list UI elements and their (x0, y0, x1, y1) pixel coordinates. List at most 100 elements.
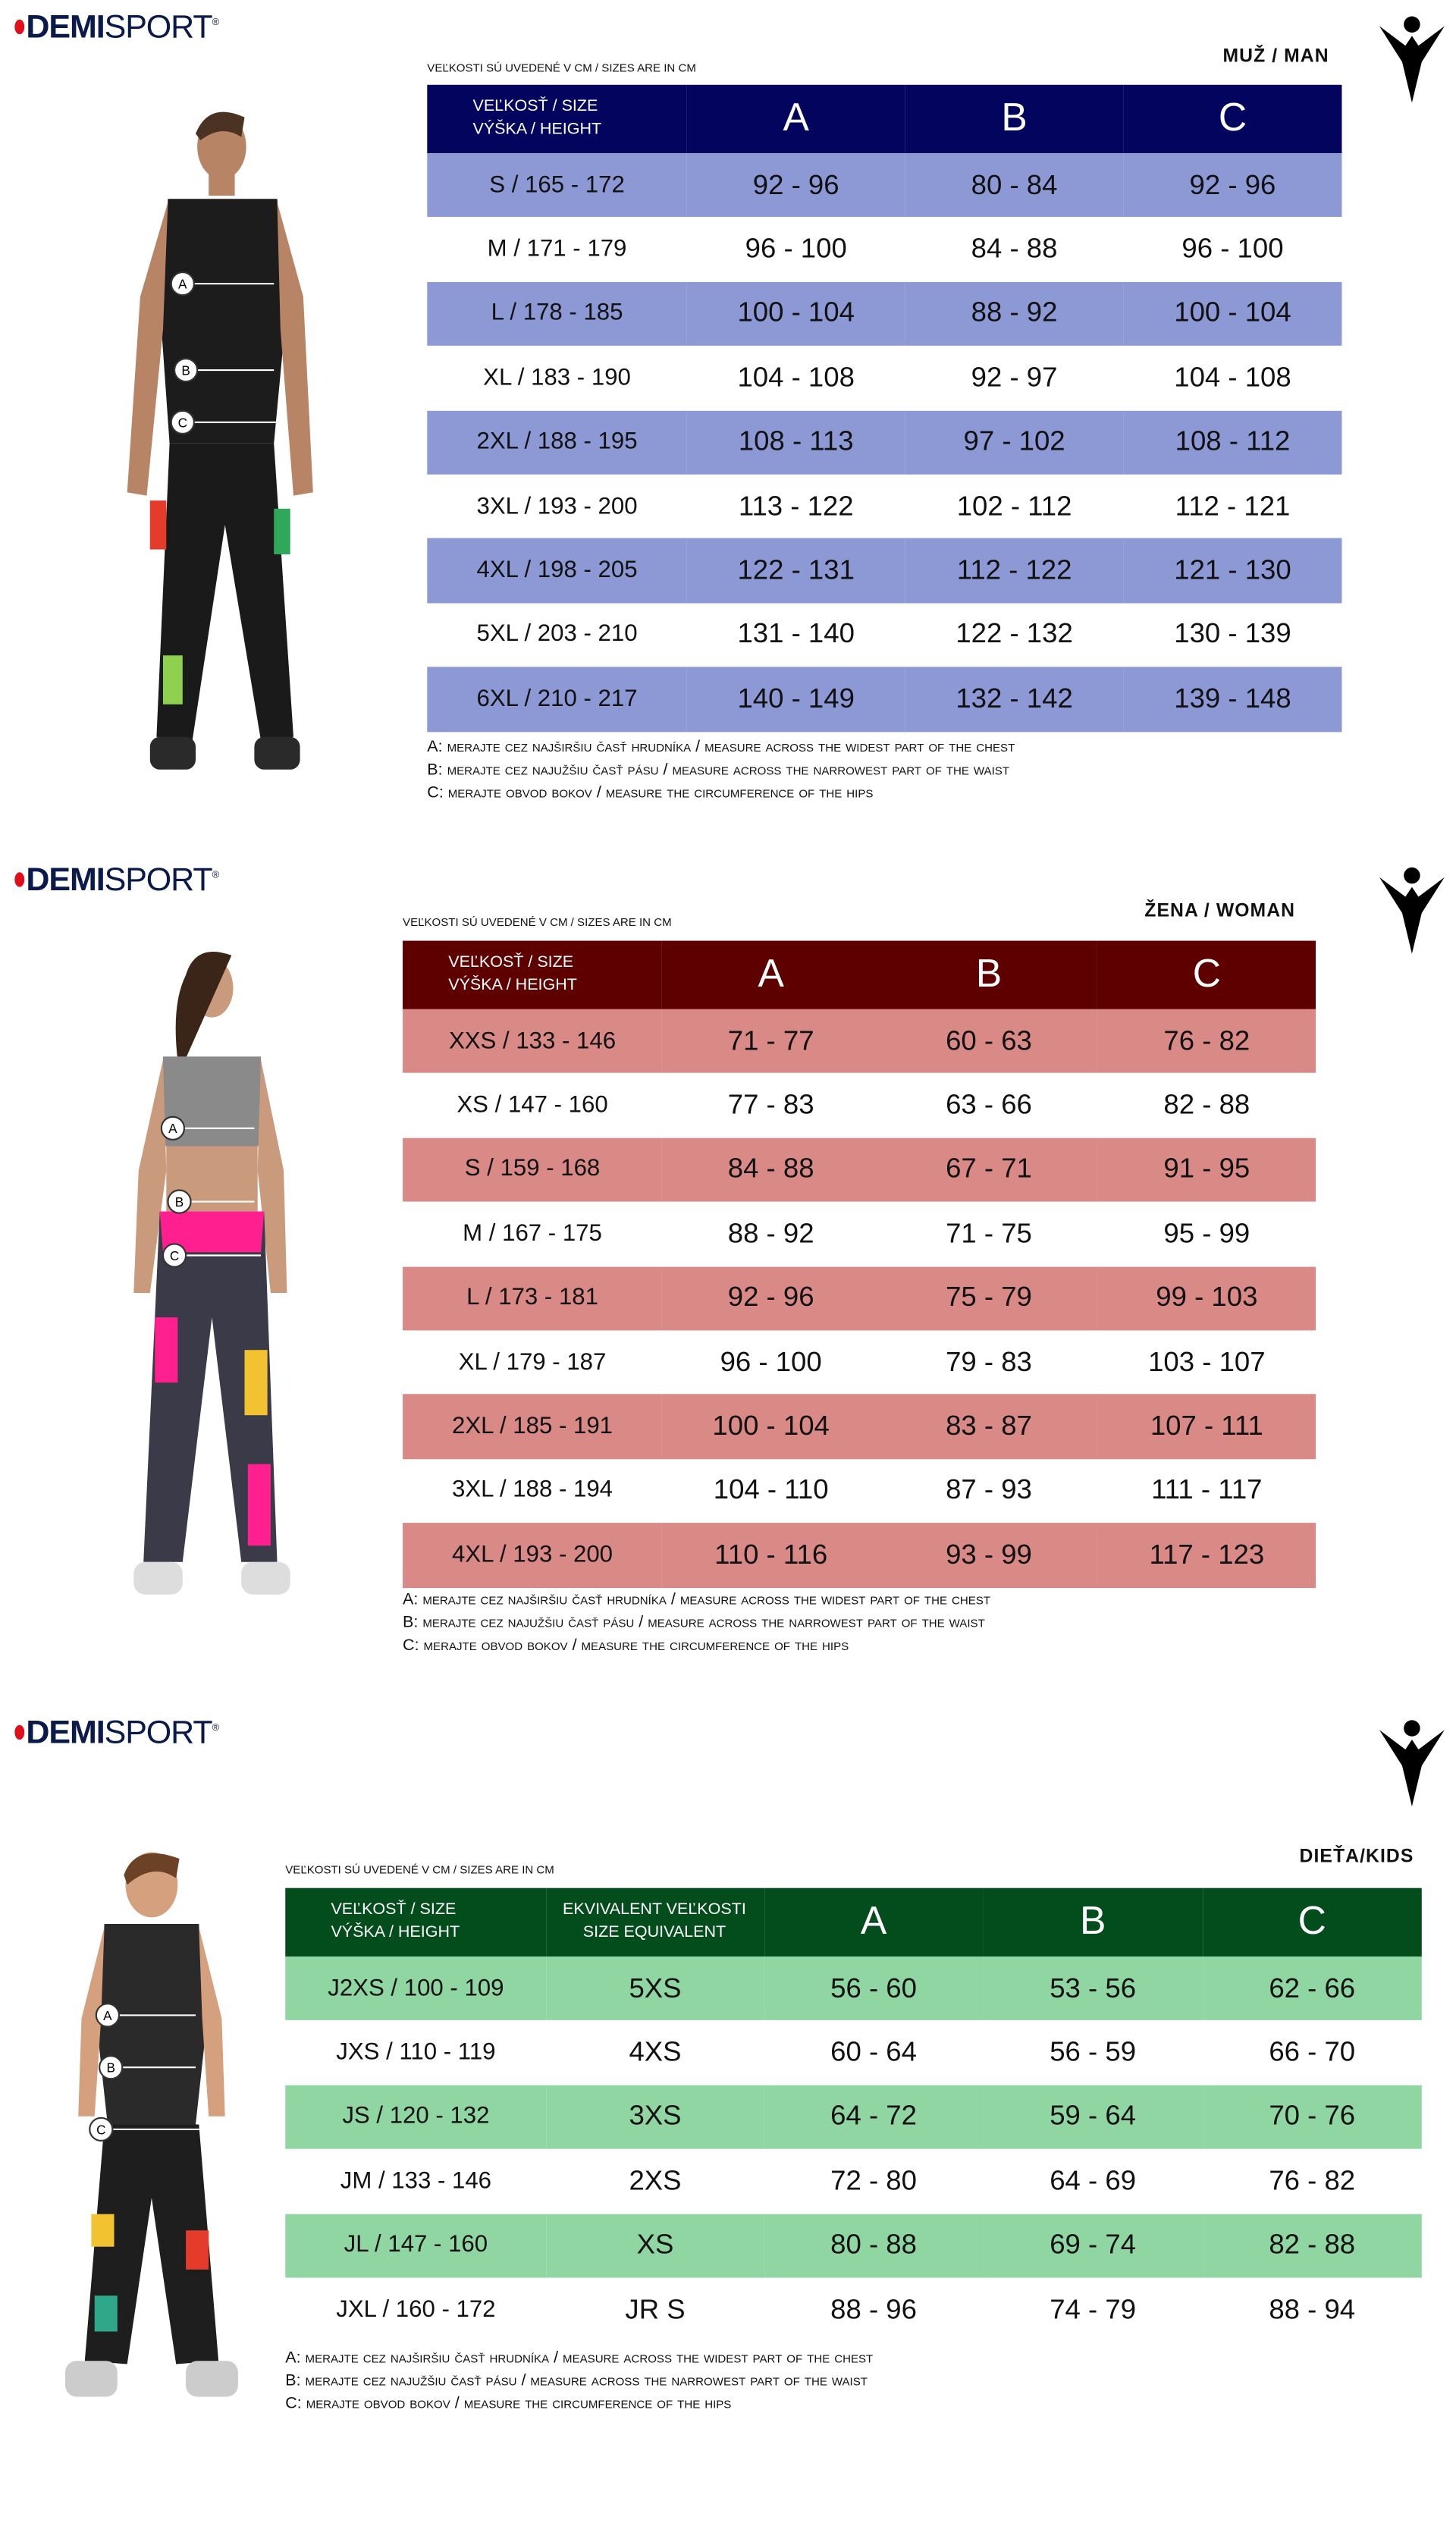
equivalent-cell: XS (636, 2229, 674, 2261)
c-cell: 117 - 123 (1149, 1539, 1265, 1571)
b-cell: 88 - 92 (971, 297, 1058, 329)
marker-b: B (106, 2060, 115, 2076)
b-cell: 79 - 83 (946, 1346, 1032, 1377)
b-cell: 83 - 87 (946, 1410, 1032, 1442)
b-cell: 64 - 69 (1050, 2164, 1137, 2196)
table-row: 5XL / 203 - 210 131 - 140 122 - 132 130 - 1… (427, 603, 1341, 667)
table-row: S / 165 - 172 92 - 96 80 - 84 92 - 96 (427, 153, 1342, 218)
table-row: 4XL / 198 - 205 122 - 131 112 - 122 121 - 1… (427, 538, 1342, 603)
header-row: VEĽKOSŤ / SIZE VÝŠKA / HEIGHT EKVIVALENT V… (285, 1887, 1422, 1956)
header-column-a: A (758, 952, 784, 996)
table-row: JL / 147 - 160 XS 80 - 88 69 - 74 82 - 88 (285, 2213, 1422, 2278)
macron-brand-icon (1379, 867, 1445, 954)
a-cell: 88 - 92 (727, 1217, 814, 1249)
marker-a: A (168, 1121, 177, 1136)
b-cell: 93 - 99 (946, 1539, 1032, 1571)
size-cell: L / 173 - 181 (466, 1285, 598, 1312)
category-label: ŽENA / WOMAN (1144, 901, 1296, 921)
c-cell: 139 - 148 (1174, 682, 1291, 714)
table-row: S / 159 - 168 84 - 88 67 - 71 91 - 95 (403, 1138, 1316, 1202)
marker-a: A (103, 2008, 112, 2023)
women-size-table: VEĽKOSŤ / SIZE VÝŠKA / HEIGHT A B C XXS / 133… (403, 940, 1316, 1588)
a-cell: 113 - 122 (738, 490, 854, 522)
b-cell: 67 - 71 (946, 1153, 1032, 1185)
size-cell: JM / 133 - 146 (340, 2168, 492, 2195)
b-cell: 75 - 79 (946, 1282, 1032, 1313)
note-b: B: merajte cez najužšiu časť pásu / meas… (285, 2372, 868, 2390)
header-column-c: C (1298, 1899, 1326, 1944)
note-c: C: merajte obvod bokov / measure the cir… (427, 784, 874, 802)
category-label: DIEŤA/KIDS (1299, 1847, 1414, 1867)
size-cell: 2XL / 185 - 191 (451, 1414, 613, 1440)
size-cell: L / 178 - 185 (491, 300, 623, 328)
size-cell: M / 167 - 175 (463, 1221, 602, 1247)
c-cell: 99 - 103 (1156, 1282, 1258, 1313)
header-column-a: A (860, 1899, 887, 1944)
a-cell: 77 - 83 (727, 1089, 814, 1121)
table-row: XL / 183 - 190 104 - 108 92 - 97 104 - 108 (427, 346, 1341, 410)
header-size-equivalent-line1: EKVIVALENT VEĽKOSTI (563, 1900, 746, 1919)
b-cell: 97 - 102 (963, 425, 1065, 457)
a-cell: 122 - 131 (737, 554, 855, 585)
marker-c: C (170, 1248, 179, 1263)
table-row: J2XS / 100 - 109 5XS 56 - 60 53 - 56 62 - 66 (285, 1956, 1422, 2021)
c-cell: 82 - 88 (1269, 2229, 1356, 2261)
size-cell: 5XL / 203 - 210 (476, 622, 638, 648)
note-c: C: merajte obvod bokov / measure the cir… (285, 2395, 732, 2414)
b-cell: 87 - 93 (946, 1474, 1032, 1506)
header-row: VEĽKOSŤ / SIZE VÝŠKA / HEIGHT A B C (427, 84, 1342, 154)
size-cell: S / 165 - 172 (489, 172, 625, 199)
demisport-logo: DEMISPORT® (14, 1715, 219, 1753)
a-cell: 110 - 116 (714, 1539, 828, 1571)
size-cell: XXS / 133 - 146 (448, 1028, 617, 1055)
header-size-equivalent-line2: SIZE EQUIVALENT (582, 1924, 726, 1942)
size-cell: JL / 147 - 160 (344, 2232, 488, 2259)
b-cell: 80 - 84 (971, 168, 1058, 200)
marker-b: B (175, 1194, 184, 1210)
marker-c: C (178, 415, 187, 430)
c-cell: 100 - 104 (1174, 297, 1291, 329)
header-size-equivalent: EKVIVALENT VEĽKOSTI SIZE EQUIVALENT (547, 1888, 764, 1956)
c-cell: 107 - 111 (1150, 1410, 1263, 1442)
table-row: JXS / 110 - 119 4XS 60 - 64 56 - 59 66 - 70 (285, 2021, 1422, 2085)
header-size-height-line2: VÝŠKA / HEIGHT (331, 1924, 460, 1942)
a-cell: 108 - 113 (738, 425, 854, 457)
woman-model-figure: A B C (133, 951, 290, 1595)
macron-brand-icon (1379, 1720, 1445, 1807)
marker-b: B (181, 363, 190, 378)
header-size-height-line1: VEĽKOSŤ / SIZE (331, 1900, 457, 1919)
header-size-height-line2: VÝŠKA / HEIGHT (448, 976, 577, 995)
size-cell: 3XL / 188 - 194 (451, 1477, 613, 1505)
table-row: L / 173 - 181 92 - 96 75 - 79 99 - 103 (403, 1266, 1316, 1331)
a-cell: 84 - 88 (727, 1153, 814, 1185)
c-cell: 108 - 112 (1175, 425, 1291, 457)
c-cell: 88 - 94 (1269, 2293, 1356, 2325)
c-cell: 104 - 108 (1174, 361, 1291, 393)
b-cell: 69 - 74 (1050, 2229, 1137, 2261)
size-cell: 6XL / 210 - 217 (476, 686, 638, 713)
b-cell: 60 - 63 (946, 1025, 1032, 1056)
size-cell: 4XL / 193 - 200 (451, 1542, 613, 1568)
table-row: M / 167 - 175 88 - 92 71 - 75 95 - 99 (403, 1202, 1316, 1266)
c-cell: 76 - 82 (1269, 2164, 1356, 2196)
b-cell: 56 - 59 (1050, 2036, 1137, 2068)
a-cell: 104 - 108 (737, 361, 855, 393)
equivalent-cell: 4XS (629, 2036, 682, 2068)
size-cell: JS / 120 - 132 (342, 2104, 490, 2130)
header-size-height-line1: VEĽKOSŤ / SIZE (472, 98, 598, 116)
c-cell: 91 - 95 (1163, 1153, 1250, 1185)
equivalent-cell: 2XS (629, 2164, 682, 2196)
b-cell: 84 - 88 (971, 233, 1058, 265)
a-cell: 72 - 80 (830, 2164, 917, 2196)
b-cell: 59 - 64 (1050, 2101, 1137, 2132)
size-cell: JXL / 160 - 172 (336, 2296, 496, 2323)
size-cell: 4XL / 198 - 205 (476, 557, 638, 584)
size-cell: XL / 179 - 187 (458, 1349, 607, 1376)
size-cell: M / 171 - 179 (487, 236, 627, 263)
kid-model-figure: A B C (65, 1852, 238, 2397)
a-cell: 104 - 110 (713, 1474, 829, 1506)
size-cell: JXS / 110 - 119 (336, 2039, 496, 2066)
a-cell: 64 - 72 (830, 2101, 917, 2132)
table-row: 3XL / 188 - 194 104 - 110 87 - 93 111 - 117 (403, 1459, 1316, 1523)
macron-brand-icon (1379, 16, 1445, 103)
